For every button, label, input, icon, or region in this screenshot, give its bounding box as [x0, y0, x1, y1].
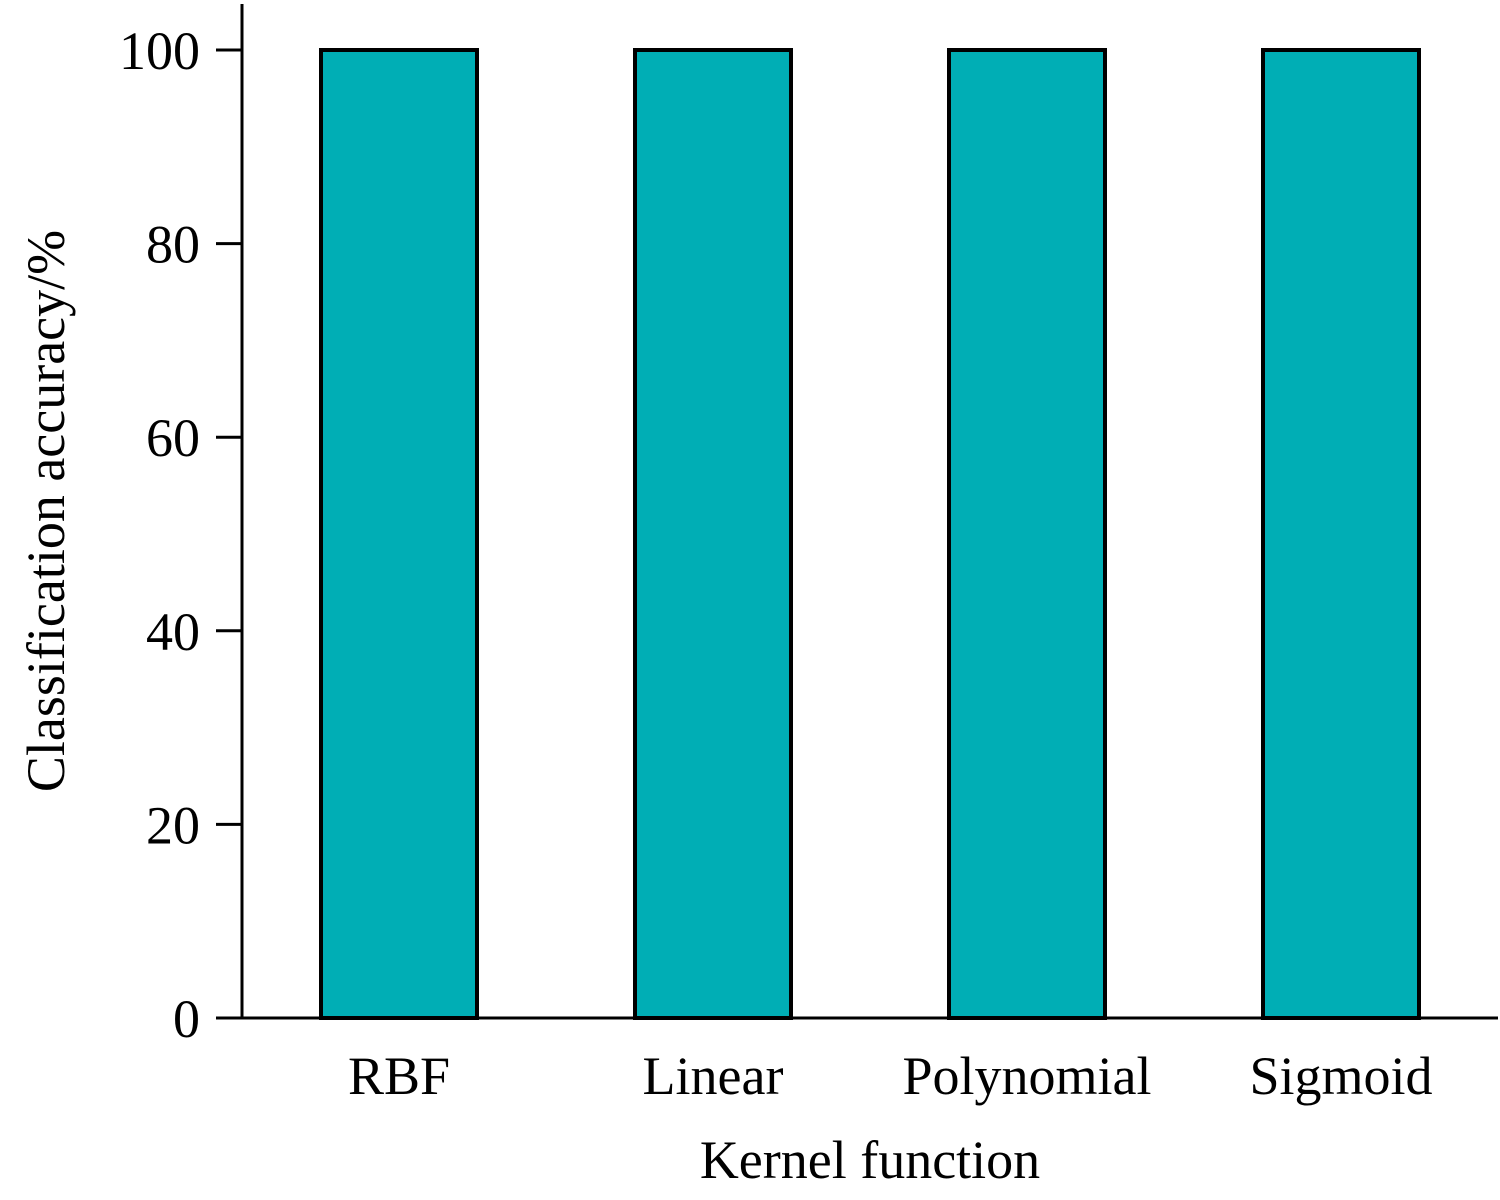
bar-linear: [633, 48, 793, 1020]
x-tick-label-rbf: RBF: [348, 1046, 450, 1106]
bars-layer: [319, 48, 1421, 1020]
bar-polynomial: [947, 48, 1107, 1020]
x-ticks-layer: RBF Linear Polynomial Sigmoid: [348, 1046, 1433, 1106]
x-axis-label: Kernel function: [700, 1130, 1040, 1190]
x-tick-label-polynomial: Polynomial: [902, 1046, 1151, 1106]
y-tick-label: 40: [146, 602, 200, 662]
bar-rbf: [319, 48, 479, 1020]
x-tick-label-linear: Linear: [643, 1046, 784, 1106]
y-ticks-layer: 0 20 40 60 80 100: [119, 21, 242, 1049]
y-tick-label: 60: [146, 408, 200, 468]
y-axis-label: Classification accuracy/%: [16, 230, 76, 792]
y-tick-label: 100: [119, 21, 200, 81]
y-tick-label: 20: [146, 795, 200, 855]
y-tick-label: 80: [146, 215, 200, 275]
axes-layer: [216, 4, 1498, 1020]
x-tick-label-sigmoid: Sigmoid: [1249, 1046, 1432, 1106]
bar-sigmoid: [1261, 48, 1421, 1020]
y-tick-label: 0: [173, 989, 200, 1049]
